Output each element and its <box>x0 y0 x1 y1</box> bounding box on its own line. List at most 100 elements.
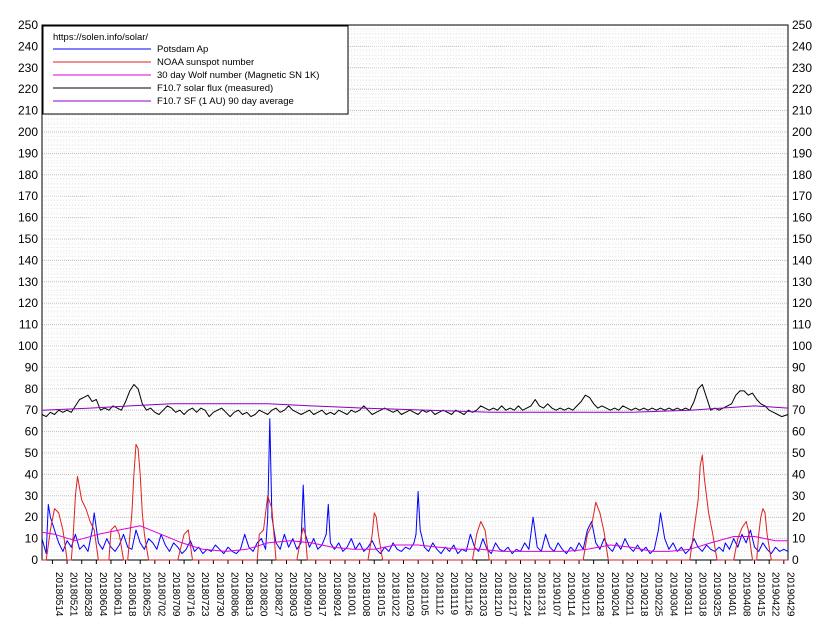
y-tick-label-right: 180 <box>792 168 812 182</box>
y-tick-label-left: 50 <box>25 446 39 460</box>
y-tick-label-right: 50 <box>792 446 806 460</box>
y-tick-label-left: 240 <box>18 39 38 53</box>
chart-grid <box>41 24 789 561</box>
x-tick-label: 20190325 <box>711 572 722 617</box>
x-tick-label: 20181119 <box>448 572 459 615</box>
legend-label-f107avg: F10.7 SF (1 AU) 90 day average <box>157 96 294 107</box>
x-tick-label: 20190422 <box>770 572 781 617</box>
y-tick-label-right: 190 <box>792 146 812 160</box>
x-tick-label: 20181231 <box>536 572 547 617</box>
y-tick-label-left: 150 <box>18 232 38 246</box>
x-tick-label: 20181217 <box>506 572 517 617</box>
y-tick-label-left: 110 <box>19 318 38 332</box>
series-line-f107 <box>41 384 789 418</box>
x-tick-label: 20190107 <box>550 572 561 617</box>
x-tick-label: 20181105 <box>419 572 430 616</box>
x-tick-label: 20180827 <box>272 572 283 617</box>
y-tick-label-right: 60 <box>792 425 806 439</box>
x-tick-label: 20181008 <box>360 572 371 617</box>
y-tick-label-right: 160 <box>792 211 812 225</box>
y-tick-label-left: 190 <box>18 146 38 160</box>
x-tick-label: 20180702 <box>155 572 166 617</box>
x-tick-label: 20190429 <box>784 572 795 617</box>
x-tick-label: 20181015 <box>375 572 386 617</box>
y-tick-label-right: 30 <box>792 489 806 503</box>
x-tick-label: 20190114 <box>565 572 576 616</box>
y-tick-label-left: 140 <box>18 253 38 267</box>
y-tick-label-left: 220 <box>18 82 38 96</box>
y-tick-label-left: 170 <box>18 189 38 203</box>
x-tick-label: 20180521 <box>68 572 79 617</box>
series-line-ap <box>41 418 789 555</box>
x-tick-label: 20190211 <box>623 572 634 616</box>
y-tick-label-left: 160 <box>18 211 38 225</box>
y-axis-right: 0 10 20 30 40 50 60 70 80 90 100 110 120 130 140 150 160… <box>792 18 812 567</box>
y-tick-label-left: 90 <box>25 360 39 374</box>
y-tick-label-left: 210 <box>18 104 38 118</box>
y-tick-label-right: 250 <box>792 18 812 32</box>
x-tick-label: 20180716 <box>185 572 196 617</box>
x-tick-label: 20181001 <box>345 572 356 617</box>
y-tick-label-left: 30 <box>25 489 39 503</box>
x-tick-label: 20180813 <box>243 572 254 617</box>
y-tick-label-left: 130 <box>18 275 38 289</box>
legend: https://solen.info/solar/ Potsdam Ap NOAA… <box>42 25 349 115</box>
y-tick-label-right: 120 <box>792 296 812 310</box>
x-tick-label: 20180611 <box>111 572 122 616</box>
y-tick-label-right: 20 <box>792 510 806 524</box>
x-tick-label: 20190128 <box>594 572 605 617</box>
x-tick-label: 20181224 <box>521 572 532 617</box>
x-tick-label: 20190415 <box>755 572 766 617</box>
x-tick-label: 20181029 <box>404 572 415 617</box>
x-tick-label: 20190218 <box>638 572 649 617</box>
source-label: https://solen.info/solar/ <box>53 32 148 43</box>
y-tick-label-left: 70 <box>25 403 39 417</box>
y-tick-label-right: 210 <box>792 104 812 118</box>
x-tick-label: 20190304 <box>667 572 678 617</box>
y-tick-label-left: 80 <box>25 382 39 396</box>
series-line-ssn <box>42 443 788 561</box>
legend-label-ssn: NOAA sunspot number <box>157 57 254 68</box>
series-line-f107avg <box>41 403 789 413</box>
y-tick-label-right: 100 <box>792 339 812 353</box>
x-tick-label: 20180910 <box>302 572 313 617</box>
x-tick-label: 20190318 <box>697 572 708 617</box>
x-tick-label: 20180723 <box>199 572 210 617</box>
y-tick-label-left: 40 <box>25 467 39 481</box>
legend-label-wolf: 30 day Wolf number (Magnetic SN 1K) <box>157 70 319 81</box>
x-tick-label: 20181112 <box>433 572 444 615</box>
y-tick-label-left: 100 <box>18 339 38 353</box>
x-tick-label: 20180806 <box>228 572 239 617</box>
y-tick-label-right: 70 <box>792 403 806 417</box>
y-tick-label-left: 120 <box>18 296 38 310</box>
y-tick-label-right: 90 <box>792 360 806 374</box>
x-axis: 20180514 20180521 20180528 20180604 20180611… <box>51 560 795 617</box>
y-tick-label-right: 150 <box>792 232 812 246</box>
y-tick-label-right: 170 <box>792 189 812 203</box>
x-tick-label: 20180604 <box>97 572 108 617</box>
x-tick-label: 20190121 <box>580 572 591 617</box>
y-tick-label-right: 110 <box>792 318 811 332</box>
y-tick-label-right: 80 <box>792 382 806 396</box>
x-tick-label: 20180709 <box>170 572 181 617</box>
y-tick-label-left: 0 <box>31 553 38 567</box>
y-tick-label-left: 60 <box>25 425 39 439</box>
y-tick-label-left: 250 <box>18 18 38 32</box>
y-tick-label-right: 240 <box>792 39 812 53</box>
y-tick-label-right: 0 <box>792 553 799 567</box>
legend-box <box>42 25 349 115</box>
x-tick-label: 20180625 <box>141 572 152 617</box>
y-tick-label-right: 140 <box>792 253 812 267</box>
y-tick-label-right: 230 <box>792 61 812 75</box>
y-axis-left: 0 10 20 30 40 50 60 70 80 90 100 110 120 130 140 150 160… <box>18 18 38 567</box>
x-tick-label: 20190401 <box>726 572 737 617</box>
y-tick-label-right: 220 <box>792 82 812 96</box>
x-tick-label: 20190204 <box>609 572 620 617</box>
x-tick-label: 20180514 <box>53 572 64 617</box>
series-layer <box>41 384 789 561</box>
legend-label-ap: Potsdam Ap <box>157 44 208 55</box>
x-tick-label: 20180730 <box>214 572 225 617</box>
x-tick-label: 20181210 <box>492 572 503 617</box>
x-tick-label: 20190311 <box>682 572 693 616</box>
